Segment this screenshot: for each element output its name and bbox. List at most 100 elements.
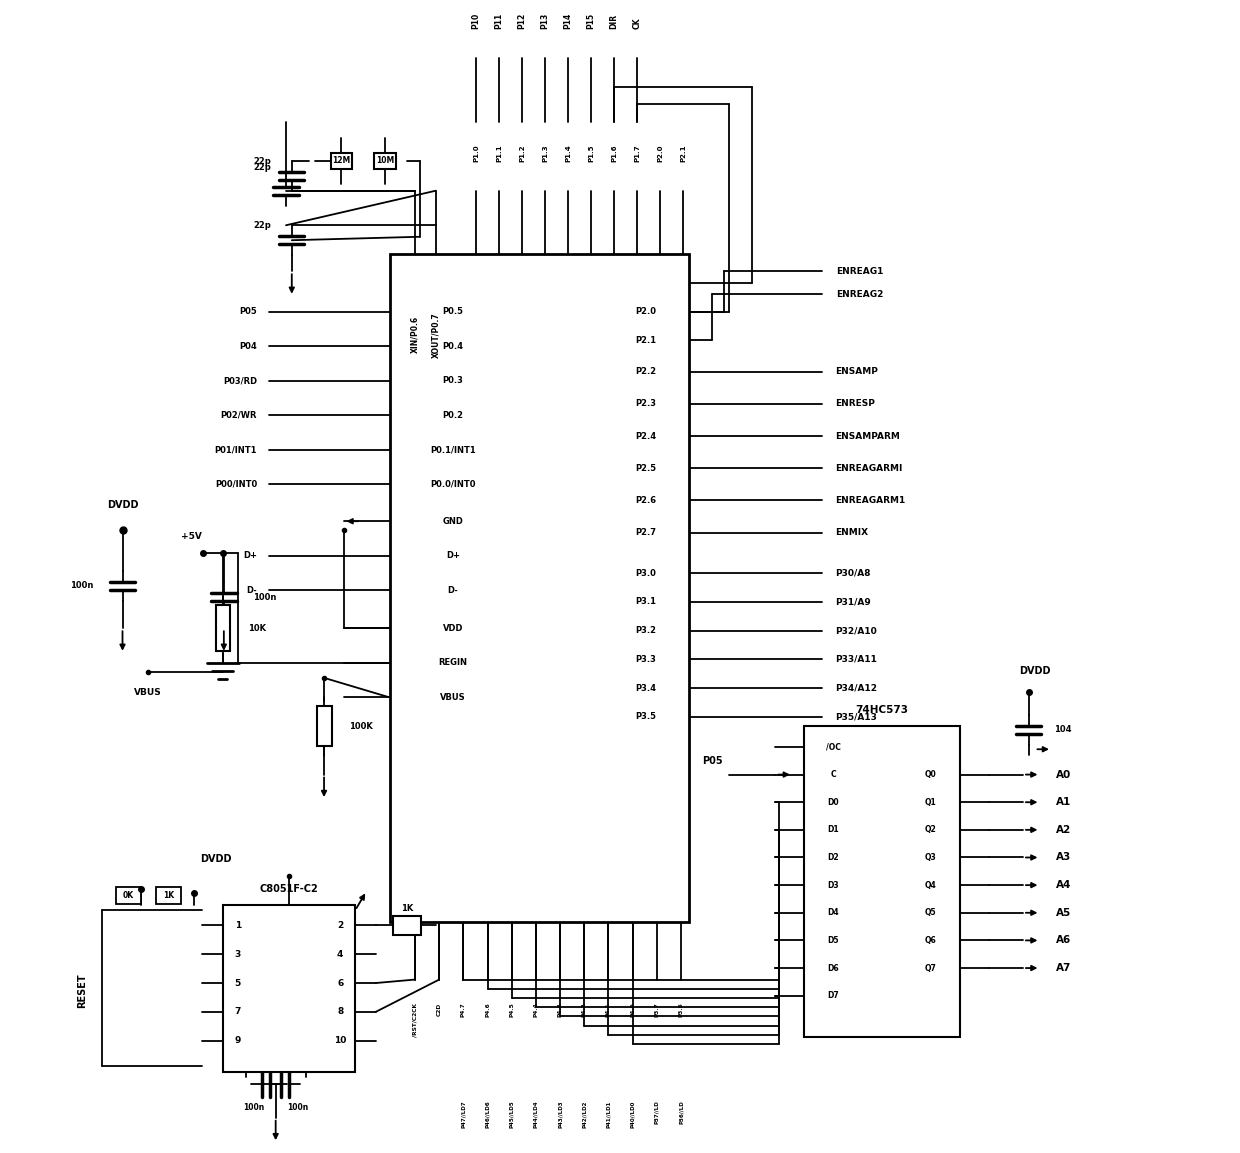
Text: P1.5: P1.5 bbox=[588, 144, 594, 161]
Text: 1: 1 bbox=[234, 921, 241, 930]
Text: 10M: 10M bbox=[376, 157, 394, 165]
Text: GND: GND bbox=[443, 517, 464, 526]
Text: D1: D1 bbox=[827, 826, 839, 835]
Text: P2.3: P2.3 bbox=[635, 399, 656, 408]
Text: P0.3: P0.3 bbox=[443, 376, 464, 385]
Text: P3.1: P3.1 bbox=[635, 597, 656, 606]
Text: P4.3: P4.3 bbox=[558, 1003, 563, 1017]
Text: 7: 7 bbox=[234, 1008, 241, 1016]
Text: A0: A0 bbox=[1055, 769, 1071, 779]
Text: 100n: 100n bbox=[71, 581, 94, 590]
Text: D6: D6 bbox=[827, 964, 839, 972]
Text: P45//LD5: P45//LD5 bbox=[510, 1100, 515, 1128]
Text: P0.5: P0.5 bbox=[443, 307, 464, 316]
Text: 2: 2 bbox=[337, 921, 343, 930]
Bar bbox=[156, 888, 181, 904]
Text: P2.1: P2.1 bbox=[635, 336, 656, 345]
Text: P11: P11 bbox=[495, 13, 503, 30]
Text: P2.0: P2.0 bbox=[657, 144, 663, 161]
Text: P4.0: P4.0 bbox=[630, 1003, 635, 1017]
Text: P34/A12: P34/A12 bbox=[836, 684, 878, 693]
Text: Q6: Q6 bbox=[925, 936, 936, 945]
Text: P4.6: P4.6 bbox=[485, 1003, 490, 1017]
Text: P42//LD2: P42//LD2 bbox=[582, 1100, 587, 1128]
Text: D2: D2 bbox=[827, 853, 839, 862]
Text: A4: A4 bbox=[1055, 880, 1071, 890]
Text: 100K: 100K bbox=[350, 722, 373, 731]
Text: P3.2: P3.2 bbox=[635, 626, 656, 635]
Text: Q7: Q7 bbox=[925, 964, 937, 972]
Text: P0.2: P0.2 bbox=[443, 410, 464, 420]
Text: P2.4: P2.4 bbox=[635, 431, 656, 440]
Text: P4.2: P4.2 bbox=[582, 1003, 587, 1017]
Text: D-: D- bbox=[247, 586, 257, 595]
Text: D4: D4 bbox=[827, 909, 839, 918]
Text: +5V: +5V bbox=[181, 532, 202, 541]
Text: D-: D- bbox=[448, 586, 459, 595]
Text: P44//LD4: P44//LD4 bbox=[533, 1100, 538, 1128]
Text: P03/RD: P03/RD bbox=[223, 376, 257, 385]
Text: C8051F-C2: C8051F-C2 bbox=[259, 883, 319, 894]
Text: P01/INT1: P01/INT1 bbox=[215, 445, 257, 454]
Text: P3.0: P3.0 bbox=[635, 568, 656, 578]
Text: C2D: C2D bbox=[436, 1003, 441, 1016]
Text: ENSAMP: ENSAMP bbox=[836, 367, 878, 376]
Text: P43//LD3: P43//LD3 bbox=[558, 1100, 563, 1128]
Bar bbox=[223, 905, 355, 1071]
Text: ENMIX: ENMIX bbox=[836, 528, 868, 537]
Text: P1.7: P1.7 bbox=[635, 144, 640, 161]
Text: ENREAGARM1: ENREAGARM1 bbox=[836, 496, 905, 505]
Text: P15: P15 bbox=[587, 14, 595, 30]
Text: D7: D7 bbox=[827, 992, 839, 1000]
Text: 10: 10 bbox=[334, 1037, 346, 1045]
Text: ENREAG2: ENREAG2 bbox=[837, 289, 884, 299]
Text: VDD: VDD bbox=[443, 624, 464, 633]
Text: P3.7: P3.7 bbox=[655, 1003, 660, 1017]
Text: 9: 9 bbox=[234, 1037, 241, 1045]
Text: Q3: Q3 bbox=[925, 853, 936, 862]
Text: ENSAMPARM: ENSAMPARM bbox=[836, 431, 900, 440]
Text: Q0: Q0 bbox=[925, 770, 936, 779]
Text: REGIN: REGIN bbox=[439, 658, 467, 668]
Text: P1.3: P1.3 bbox=[542, 144, 548, 161]
Text: 12M: 12M bbox=[332, 157, 351, 165]
Text: D5: D5 bbox=[827, 936, 838, 945]
Text: A3: A3 bbox=[1055, 852, 1071, 862]
Text: D+: D+ bbox=[446, 551, 460, 560]
Text: P13: P13 bbox=[541, 13, 549, 30]
Bar bbox=[389, 254, 689, 922]
Text: 1K: 1K bbox=[401, 904, 413, 913]
Text: 22p: 22p bbox=[253, 220, 272, 229]
Bar bbox=[216, 605, 229, 651]
Text: ENREAGARMI: ENREAGARMI bbox=[836, 464, 903, 473]
Bar bbox=[115, 888, 141, 904]
Bar bbox=[805, 726, 960, 1038]
Text: P00/INT0: P00/INT0 bbox=[215, 480, 257, 489]
Text: D3: D3 bbox=[827, 881, 839, 890]
Bar bbox=[374, 152, 396, 168]
Text: 22p: 22p bbox=[253, 164, 272, 172]
Text: P04: P04 bbox=[239, 341, 257, 351]
Text: P2.7: P2.7 bbox=[635, 528, 656, 537]
Text: P10: P10 bbox=[471, 13, 481, 30]
Text: P4.4: P4.4 bbox=[533, 1003, 538, 1017]
Text: P1.0: P1.0 bbox=[472, 144, 479, 161]
Text: 100n: 100n bbox=[286, 1103, 309, 1111]
Text: 74HC573: 74HC573 bbox=[856, 706, 909, 715]
Text: 100n: 100n bbox=[243, 1103, 264, 1111]
Text: 104: 104 bbox=[1054, 725, 1071, 734]
Text: P41//LD1: P41//LD1 bbox=[606, 1100, 611, 1128]
Text: P05: P05 bbox=[239, 307, 257, 316]
Text: P2.0: P2.0 bbox=[635, 307, 656, 316]
Text: 8: 8 bbox=[337, 1008, 343, 1016]
Text: P2.1: P2.1 bbox=[681, 144, 686, 161]
Text: DVDD: DVDD bbox=[1019, 666, 1050, 676]
Text: D0: D0 bbox=[827, 798, 839, 807]
Text: P2.2: P2.2 bbox=[635, 367, 656, 376]
Text: P31/A9: P31/A9 bbox=[836, 597, 872, 606]
Text: P4.7: P4.7 bbox=[461, 1003, 466, 1017]
Text: P02/WR: P02/WR bbox=[221, 410, 257, 420]
Text: P46//LD6: P46//LD6 bbox=[485, 1100, 490, 1128]
Text: A6: A6 bbox=[1055, 935, 1071, 945]
Text: Q5: Q5 bbox=[925, 909, 936, 918]
